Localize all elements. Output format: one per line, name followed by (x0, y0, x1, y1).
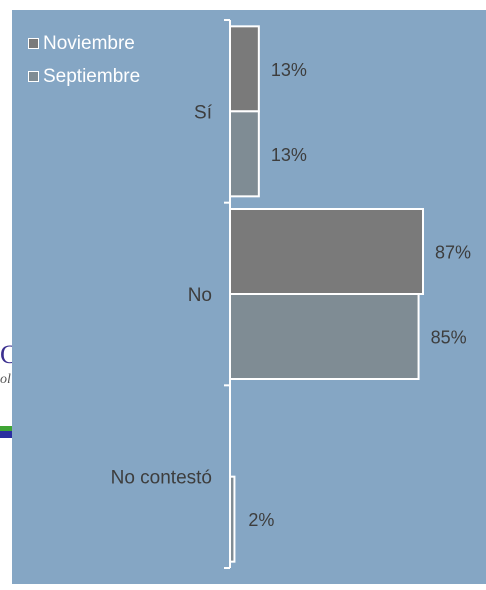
slide-background-edge: C ol (0, 0, 12, 590)
legend-item-septiembre: Septiembre (28, 60, 140, 93)
legend-swatch-noviembre (28, 38, 39, 49)
data-label-septiembre-1: 85% (431, 328, 467, 348)
legend-label-septiembre: Septiembre (43, 65, 141, 87)
blue-stripe (0, 431, 12, 438)
category-label-2: No contestó (111, 468, 212, 489)
green-stripe (0, 426, 12, 431)
legend-item-noviembre: Noviembre (28, 27, 140, 60)
legend-swatch-septiembre (28, 71, 39, 82)
data-label-septiembre-0: 13% (271, 145, 307, 165)
chart-legend: Noviembre Septiembre (28, 27, 140, 93)
data-label-noviembre-0: 13% (271, 60, 307, 80)
data-label-noviembre-1: 87% (435, 243, 471, 263)
bar-noviembre-0 (229, 25, 260, 113)
cut-off-title-letter: C (0, 340, 12, 369)
bar-noviembre-1 (229, 208, 424, 295)
legend-label-noviembre: Noviembre (43, 32, 135, 54)
cut-off-subtitle-text: ol (0, 372, 11, 387)
category-label-0: Sí (194, 102, 213, 123)
bar-septiembre-1 (229, 293, 420, 380)
category-label-1: No (188, 285, 212, 306)
bar-septiembre-0 (229, 110, 260, 198)
data-label-septiembre-2: 2% (248, 510, 274, 530)
